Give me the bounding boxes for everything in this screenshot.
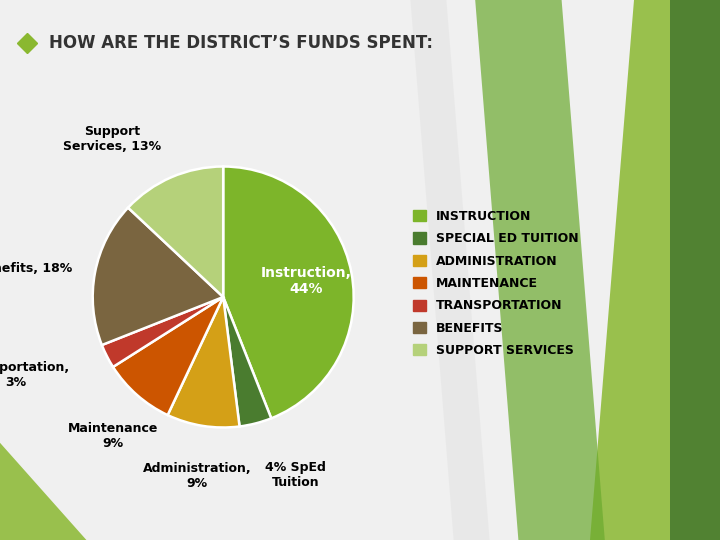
Text: Support
Services, 13%: Support Services, 13% — [63, 125, 161, 153]
Wedge shape — [223, 297, 271, 427]
Text: 4% SpEd
Tuition: 4% SpEd Tuition — [266, 461, 326, 489]
Polygon shape — [475, 0, 605, 540]
Wedge shape — [168, 297, 240, 428]
Polygon shape — [670, 0, 720, 540]
Text: Benefits, 18%: Benefits, 18% — [0, 262, 72, 275]
Legend: INSTRUCTION, SPECIAL ED TUITION, ADMINISTRATION, MAINTENANCE, TRANSPORTATION, BE: INSTRUCTION, SPECIAL ED TUITION, ADMINIS… — [410, 206, 582, 361]
Text: Instruction,
44%: Instruction, 44% — [261, 266, 352, 296]
Text: HOW ARE THE DISTRICT’S FUNDS SPENT:: HOW ARE THE DISTRICT’S FUNDS SPENT: — [49, 34, 433, 52]
Wedge shape — [223, 166, 354, 418]
Wedge shape — [128, 166, 223, 297]
Wedge shape — [113, 297, 223, 415]
Text: Transportation,
3%: Transportation, 3% — [0, 361, 70, 389]
Text: Administration,
9%: Administration, 9% — [143, 462, 251, 490]
Polygon shape — [0, 443, 86, 540]
Wedge shape — [93, 208, 223, 345]
Polygon shape — [590, 0, 720, 540]
Wedge shape — [102, 297, 223, 367]
Text: Maintenance
9%: Maintenance 9% — [68, 422, 158, 450]
Polygon shape — [410, 0, 490, 540]
